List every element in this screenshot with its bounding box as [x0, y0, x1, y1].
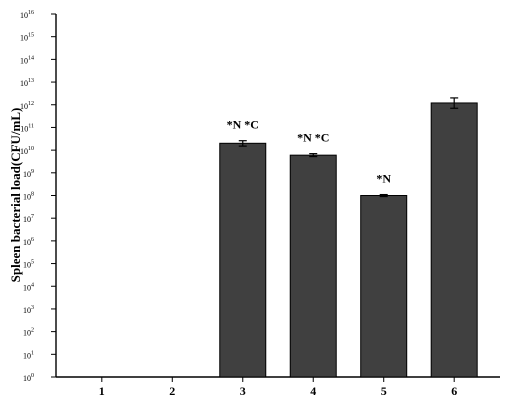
y-tick-label: 1016 [20, 10, 34, 20]
y-axis-label: Spleen bacterial load(CFU/mL) [8, 108, 23, 283]
y-tick-label: 1010 [20, 146, 34, 156]
y-ticks: 100 101 102 103 104 105 106 107 108 109 1010 1011 10… [20, 10, 56, 383]
x-tick-label: 1 [99, 384, 105, 398]
annotations: *N *C *N *C *N [227, 118, 392, 186]
bar [360, 195, 408, 378]
x-tick-label: 4 [310, 384, 316, 398]
bar [289, 154, 337, 378]
y-tick-label: 101 [23, 350, 34, 360]
y-tick-label: 106 [23, 237, 34, 247]
y-tick-label: 105 [23, 260, 34, 270]
x-tick-label: 3 [240, 384, 246, 398]
y-tick-label: 100 [23, 373, 34, 383]
y-tick-label: 104 [23, 282, 34, 292]
x-tick-label: 5 [381, 384, 387, 398]
y-tick-label: 1015 [20, 33, 34, 43]
x-tick-label: 2 [169, 384, 175, 398]
y-tick-label: 102 [23, 328, 34, 338]
bar [219, 142, 267, 378]
x-tick-label: 6 [451, 384, 457, 398]
significance-annotation: *N *C [227, 118, 259, 132]
bar [430, 102, 478, 378]
y-tick-label: 103 [23, 305, 34, 315]
x-ticks: 1 2 3 4 5 6 [99, 377, 457, 398]
y-tick-label: 1013 [20, 78, 34, 88]
y-tick-label: 109 [23, 169, 34, 179]
y-tick-label: 1014 [20, 55, 34, 65]
significance-annotation: *N [376, 172, 391, 186]
y-tick-label: 1012 [20, 101, 34, 111]
y-tick-label: 1011 [20, 123, 34, 133]
y-tick-label: 108 [23, 192, 34, 202]
y-tick-label: 107 [23, 214, 34, 224]
bars [219, 97, 478, 378]
significance-annotation: *N *C [297, 131, 329, 145]
